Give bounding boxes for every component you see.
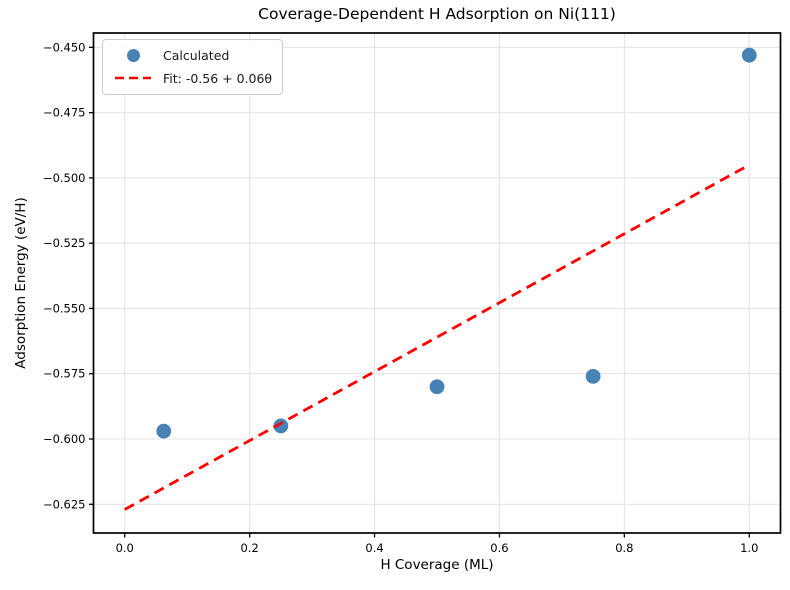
x-tick-label: 0.2 bbox=[240, 541, 258, 555]
data-point bbox=[156, 423, 172, 439]
y-tick-label: −0.625 bbox=[43, 497, 86, 511]
y-tick-label: −0.450 bbox=[43, 40, 86, 54]
chart-title: Coverage-Dependent H Adsorption on Ni(11… bbox=[258, 5, 616, 23]
x-tick-label: 0.8 bbox=[615, 541, 633, 555]
data-point bbox=[429, 379, 445, 395]
dashed-line-icon bbox=[115, 76, 151, 80]
legend: Calculated Fit: -0.56 + 0.06θ bbox=[102, 39, 284, 95]
y-tick-label: −0.500 bbox=[43, 171, 86, 185]
x-tick-label: 0.0 bbox=[116, 541, 134, 555]
data-point bbox=[585, 368, 601, 384]
y-tick-label: −0.600 bbox=[43, 432, 86, 446]
x-tick-label: 1.0 bbox=[740, 541, 758, 555]
legend-label-calculated: Calculated bbox=[163, 47, 230, 63]
legend-handle bbox=[112, 75, 154, 81]
x-tick-label: 0.6 bbox=[490, 541, 508, 555]
y-tick-label: −0.525 bbox=[43, 236, 86, 250]
legend-item-calculated: Calculated bbox=[112, 44, 272, 66]
x-tick-label: 0.4 bbox=[365, 541, 383, 555]
y-tick-label: −0.475 bbox=[43, 106, 86, 120]
y-axis-label: Adsorption Energy (eV/H) bbox=[13, 197, 29, 369]
fit-line bbox=[124, 163, 750, 511]
axes-spine bbox=[92, 32, 782, 534]
legend-item-fit: Fit: -0.56 + 0.06θ bbox=[112, 67, 272, 89]
data-point bbox=[741, 47, 757, 63]
x-axis-label: H Coverage (ML) bbox=[380, 557, 494, 573]
scatter-marker-icon bbox=[126, 48, 140, 62]
legend-label-fit: Fit: -0.56 + 0.06θ bbox=[163, 70, 273, 86]
y-tick-label: −0.575 bbox=[43, 367, 86, 381]
y-tick-label: −0.550 bbox=[43, 301, 86, 315]
legend-handle bbox=[112, 48, 154, 62]
data-point bbox=[273, 418, 289, 434]
